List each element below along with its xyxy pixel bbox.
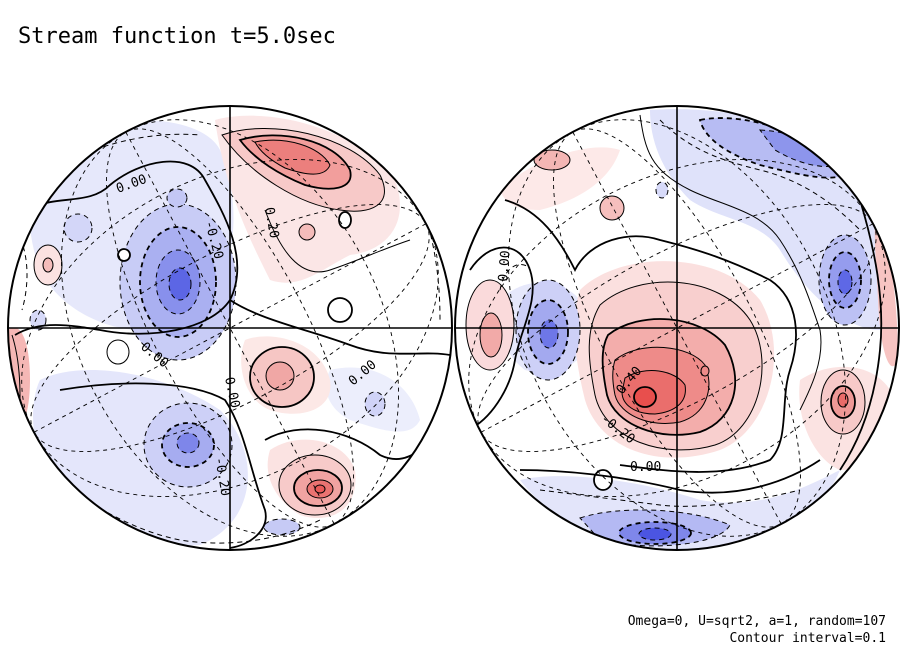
right-hemisphere: 0.00 0.40 -0.20 0.00: [454, 105, 900, 551]
right-zero-contour-5: [839, 199, 883, 471]
left-min-small: [29, 188, 386, 536]
left-zero-contour-1: [14, 160, 239, 336]
left-contour-label-5: 0.00: [221, 376, 242, 410]
right-zero-contour-2: [467, 246, 534, 431]
right-max-west: [465, 279, 515, 371]
right-min-east: [818, 234, 872, 326]
right-max-east: [820, 369, 866, 435]
left-hemisphere: 0.00 -0.20 0.20 0.00 0.00 0.00 -0.20: [7, 105, 453, 551]
right-zero-contour-3: [519, 459, 821, 494]
left-max-southeast: [278, 454, 352, 516]
left-min-south: [143, 402, 233, 488]
right-zero-contour-4: [639, 114, 822, 411]
left-max-center: [249, 346, 315, 408]
left-neg-contour-4: [19, 237, 28, 311]
left-zero-contour-5: [264, 209, 411, 273]
left-neg-contour-3: [419, 199, 441, 321]
contour-interval-caption: Contour interval=0.1: [729, 631, 886, 646]
chart-title: Stream function t=5.0sec: [18, 24, 336, 49]
right-neg-contour-2: [539, 489, 801, 507]
left-max-north: [221, 127, 385, 212]
left-max-small: [33, 211, 353, 365]
right-min-west: [515, 279, 581, 381]
right-max-center: [588, 281, 763, 451]
left-contour-label-7: -0.20: [211, 456, 233, 497]
parameters-caption: Omega=0, U=sqrt2, a=1, random=107: [627, 614, 886, 629]
right-small-features: [533, 149, 669, 491]
right-min-south: [579, 509, 731, 547]
right-contour-label-1: 0.00: [496, 250, 514, 283]
right-red-region-northwest: [500, 147, 620, 210]
left-hemisphere-outline: [7, 105, 453, 551]
right-hemisphere-outline: [454, 105, 900, 551]
left-contour-label-3: 0.20: [261, 206, 281, 239]
left-zero-contour-3: [229, 299, 451, 356]
right-zero-contour-1: [504, 199, 797, 473]
left-contours: [11, 127, 451, 549]
right-contour-label-4: 0.00: [630, 460, 661, 475]
right-neg-contour-3: [499, 264, 531, 291]
left-zero-contour-2: [59, 382, 267, 549]
left-min-west: [119, 203, 237, 361]
